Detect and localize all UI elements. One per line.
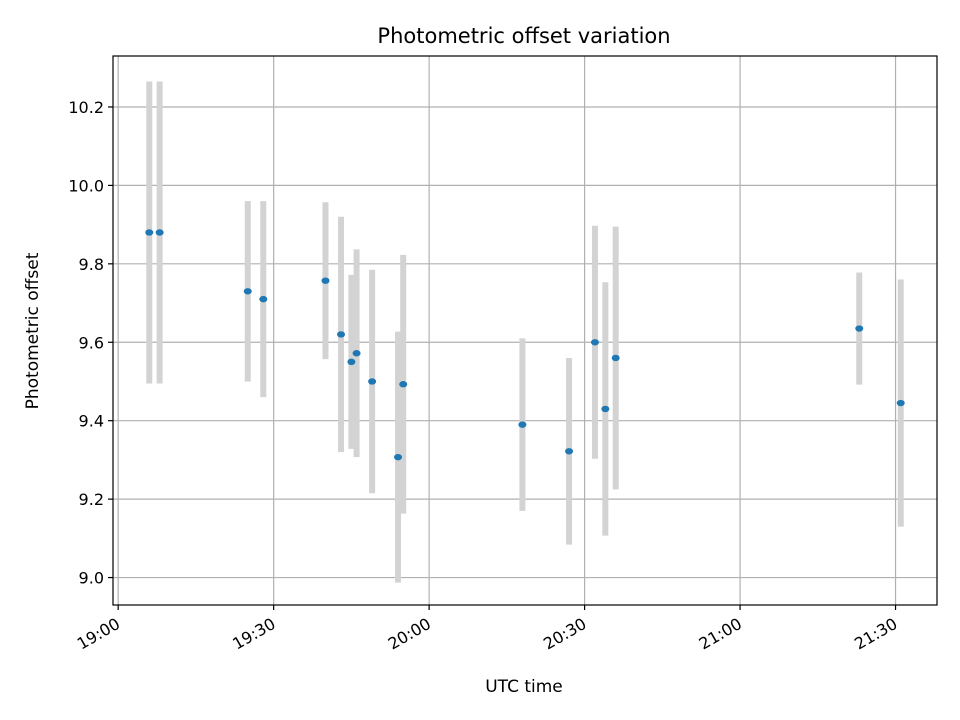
data-point: [321, 277, 330, 284]
y-tick-label: 9.4: [79, 412, 104, 431]
data-point: [347, 358, 356, 366]
y-axis-label: Photometric offset: [23, 252, 43, 409]
data-point: [368, 378, 377, 385]
x-axis-label: UTC time: [485, 677, 563, 697]
chart-title: Photometric offset variation: [377, 24, 670, 48]
data-point: [145, 229, 154, 236]
data-point: [518, 421, 527, 428]
data-point: [259, 295, 268, 303]
y-tick-label: 9.0: [79, 569, 104, 588]
data-point: [590, 339, 599, 346]
data-point: [243, 288, 252, 295]
y-tick-label: 10.2: [68, 98, 104, 117]
data-point: [352, 350, 361, 357]
y-axis: 9.0 9.2 9.4 9.6 9.8 10.0 10.2: [68, 98, 113, 588]
data-point: [337, 331, 346, 338]
data-point: [399, 381, 408, 388]
plot-area: [113, 56, 937, 605]
data-point: [155, 229, 164, 236]
data-point: [896, 399, 905, 407]
plot-frame: [112, 55, 938, 606]
data-point: [565, 448, 574, 455]
y-tick-label: 9.8: [79, 255, 104, 274]
data-point: [394, 453, 403, 461]
y-tick-label: 10.0: [68, 176, 104, 195]
y-tick-label: 9.6: [79, 333, 104, 352]
y-tick-label: 9.2: [79, 490, 104, 509]
data-point: [601, 405, 610, 413]
data-point: [611, 354, 620, 362]
data-points: [145, 229, 905, 461]
data-point: [855, 325, 864, 332]
